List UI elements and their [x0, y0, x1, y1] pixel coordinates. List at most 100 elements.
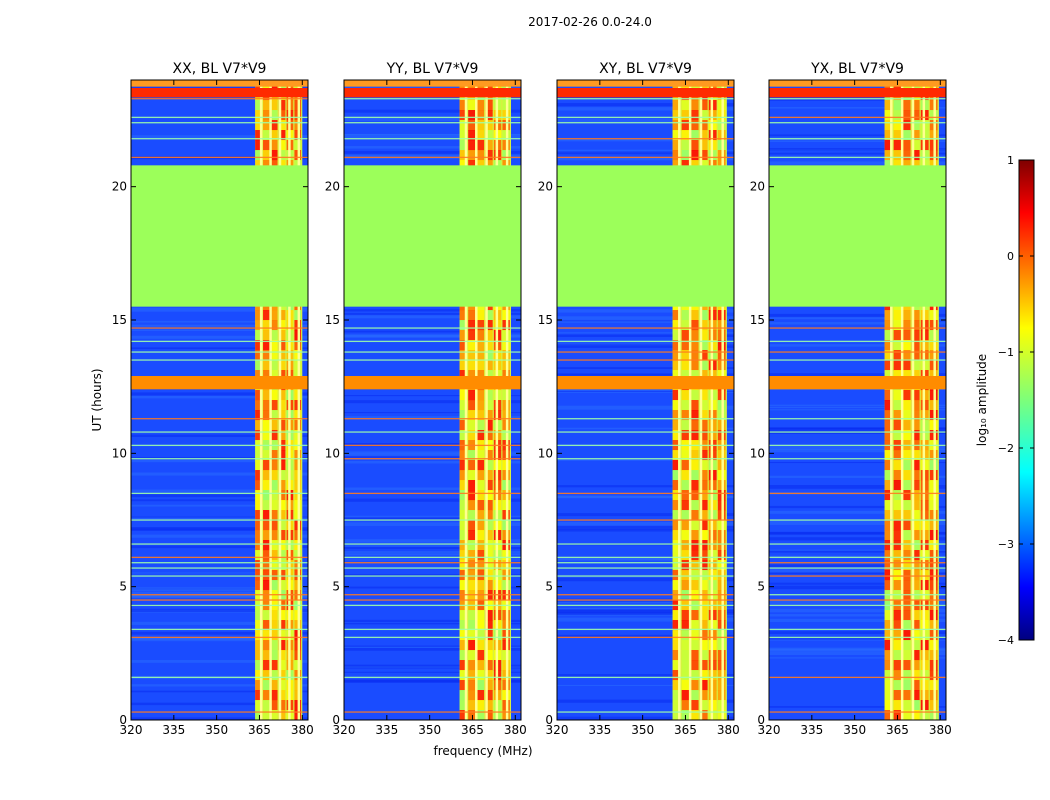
noise-streak: [557, 558, 734, 561]
band-cell: [672, 640, 681, 651]
rfi-line: [344, 431, 521, 433]
band-cell: [270, 560, 278, 571]
band-cell: [476, 530, 485, 541]
band-cell: [263, 470, 270, 481]
band-cell: [911, 340, 920, 351]
rfi-line: [557, 604, 734, 607]
noise-streak: [557, 320, 734, 323]
noise-streak: [131, 489, 308, 493]
rfi-line: [131, 458, 308, 460]
noise-streak: [344, 87, 521, 89]
band-cell: [476, 110, 485, 121]
band-cell: [902, 470, 911, 481]
band-cell: [911, 450, 920, 461]
noise-streak: [557, 609, 734, 614]
x-tick-label: 380: [929, 723, 952, 737]
noise-streak: [769, 373, 946, 377]
noise-streak: [131, 702, 308, 706]
band-cell: [263, 430, 270, 441]
rfi-line: [344, 444, 521, 447]
band-cell: [893, 670, 902, 681]
band-cell: [270, 670, 278, 681]
band-cell: [911, 560, 920, 571]
band-cell: [911, 470, 920, 481]
red-strip: [131, 88, 308, 98]
band-cell: [672, 390, 681, 401]
band-cell: [902, 410, 911, 421]
rfi-line: [769, 575, 946, 577]
noise-streak: [131, 592, 308, 594]
band-cell: [485, 540, 493, 551]
band-cell: [278, 470, 286, 481]
noise-streak: [131, 434, 308, 437]
band-cell: [911, 670, 920, 681]
band-cell: [893, 690, 902, 701]
band-cell: [672, 690, 681, 701]
band-cell: [893, 510, 902, 521]
band-cell: [902, 320, 911, 331]
noise-streak: [769, 505, 946, 509]
band-cell: [263, 680, 270, 691]
noise-streak: [557, 528, 734, 532]
band-cell: [911, 120, 920, 131]
rfi-line: [344, 636, 521, 639]
panel-1: XX, BL V7*V9 320 335 350 365 380 0 5 10 15 20: [112, 61, 314, 737]
band-cell: [884, 650, 893, 661]
band-cell: [255, 570, 262, 581]
band-cell: [893, 530, 902, 541]
band-cell: [485, 330, 493, 341]
band-cell: [476, 330, 485, 341]
band-cell: [476, 700, 485, 711]
x-tick-label: 335: [162, 723, 185, 737]
band-cell: [893, 140, 902, 151]
noise-streak: [769, 148, 946, 151]
noise-streak: [769, 161, 946, 165]
x-tick-label: 350: [843, 723, 866, 737]
band-cell: [681, 580, 690, 591]
noise-streak: [769, 322, 946, 325]
noise-streak: [344, 539, 521, 543]
noise-streak: [344, 546, 521, 550]
band-cell: [893, 100, 902, 111]
band-cell: [255, 660, 262, 671]
rfi-line: [131, 567, 308, 569]
band-cell: [263, 520, 270, 531]
band-cell: [263, 700, 270, 711]
rfi-line: [557, 567, 734, 569]
band-cell: [255, 560, 262, 571]
y-tick-label: 10: [750, 446, 765, 460]
noise-streak: [344, 313, 521, 315]
noise-streak: [344, 309, 521, 312]
noise-streak: [557, 316, 734, 320]
band-cell: [255, 370, 262, 381]
band-cell: [884, 470, 893, 481]
colorbar-tick-label: −2: [998, 442, 1014, 455]
band-cell: [270, 130, 278, 141]
band-cell: [476, 520, 485, 531]
rfi-line: [344, 628, 521, 631]
noise-streak: [131, 499, 308, 502]
rfi-line: [344, 562, 521, 564]
rfi-line: [557, 543, 734, 545]
noise-streak: [557, 684, 734, 687]
rfi-line: [131, 431, 308, 433]
band-cell: [468, 680, 476, 691]
band-cell: [476, 410, 485, 421]
band-cell: [699, 520, 708, 531]
band-cell: [459, 640, 467, 651]
rfi-line: [769, 519, 946, 521]
band-cell: [681, 450, 690, 461]
noise-streak: [769, 344, 946, 347]
band-cell: [699, 540, 708, 551]
band-cell: [278, 410, 286, 421]
noise-streak: [557, 716, 734, 720]
band-cell: [270, 350, 278, 361]
band-cell: [476, 470, 485, 481]
band-cell: [893, 540, 902, 551]
band-cell: [278, 630, 286, 641]
band-cell: [468, 130, 476, 141]
band-cell: [690, 370, 699, 381]
noise-streak: [344, 515, 521, 518]
noise-streak: [557, 405, 734, 410]
band-cell: [485, 640, 493, 651]
